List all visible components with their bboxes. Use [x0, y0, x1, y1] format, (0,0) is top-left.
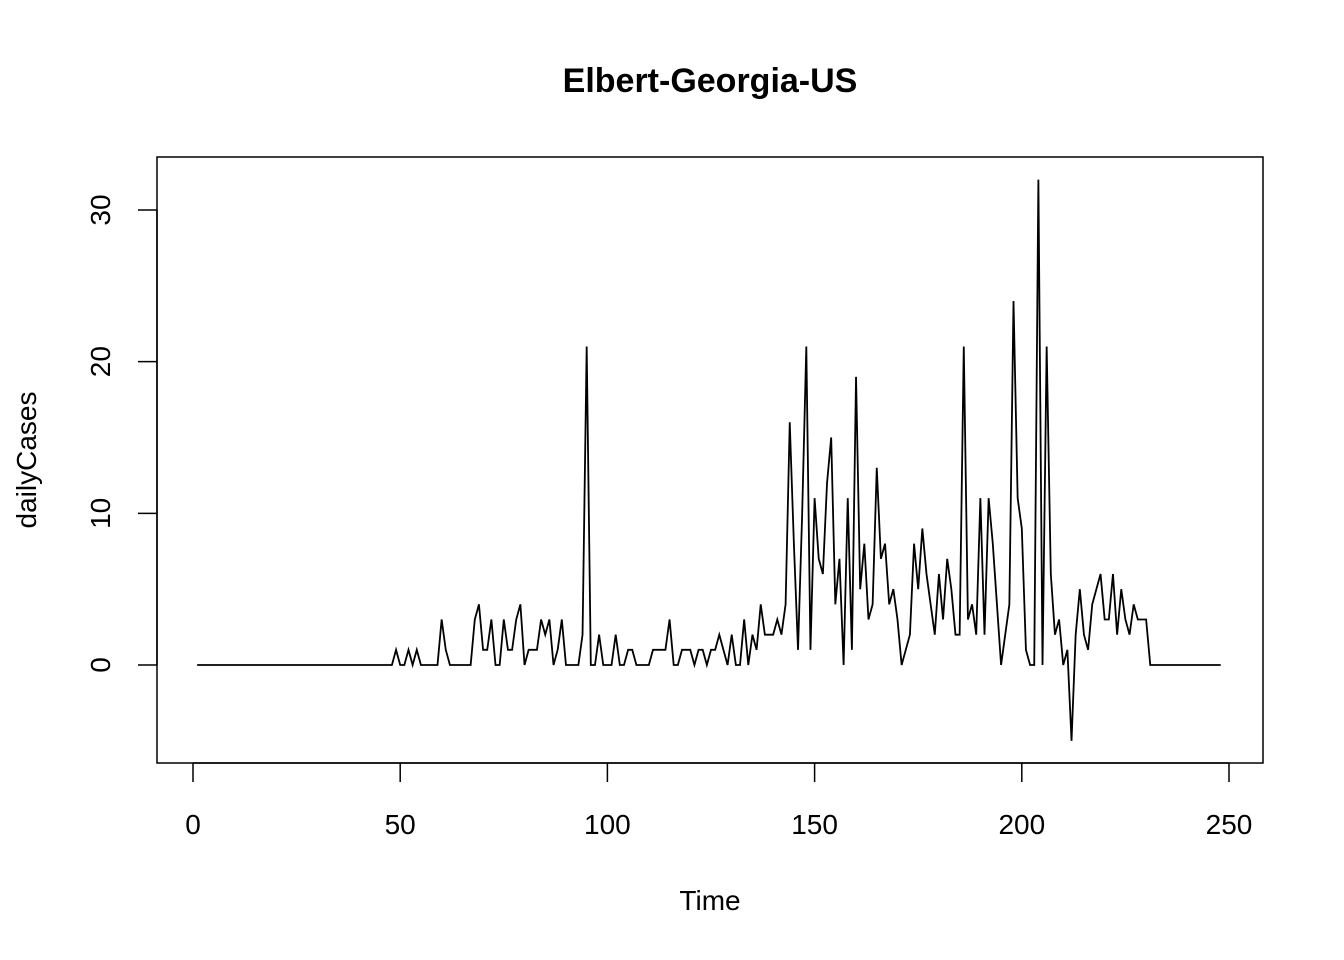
x-tick-label: 250 — [1206, 809, 1253, 840]
y-tick-label: 30 — [85, 194, 116, 225]
x-tick-label: 100 — [584, 809, 631, 840]
daily-cases-line — [197, 179, 1221, 741]
plot-area-frame — [156, 156, 1264, 764]
y-tick-label: 0 — [85, 657, 116, 673]
y-axis-label: dailyCases — [11, 392, 42, 529]
x-tick-label: 200 — [998, 809, 1045, 840]
chart-title: Elbert-Georgia-US — [563, 62, 858, 100]
y-tick-label: 10 — [85, 498, 116, 529]
x-axis: 0 50 100 150 200 250 — [185, 762, 1253, 840]
x-tick-label: 150 — [791, 809, 838, 840]
y-tick-label: 20 — [85, 346, 116, 377]
x-axis-label: Time — [679, 885, 740, 916]
x-tick-label: 0 — [185, 809, 201, 840]
x-tick-label: 50 — [385, 809, 416, 840]
y-axis: 0 10 20 30 — [85, 194, 158, 673]
